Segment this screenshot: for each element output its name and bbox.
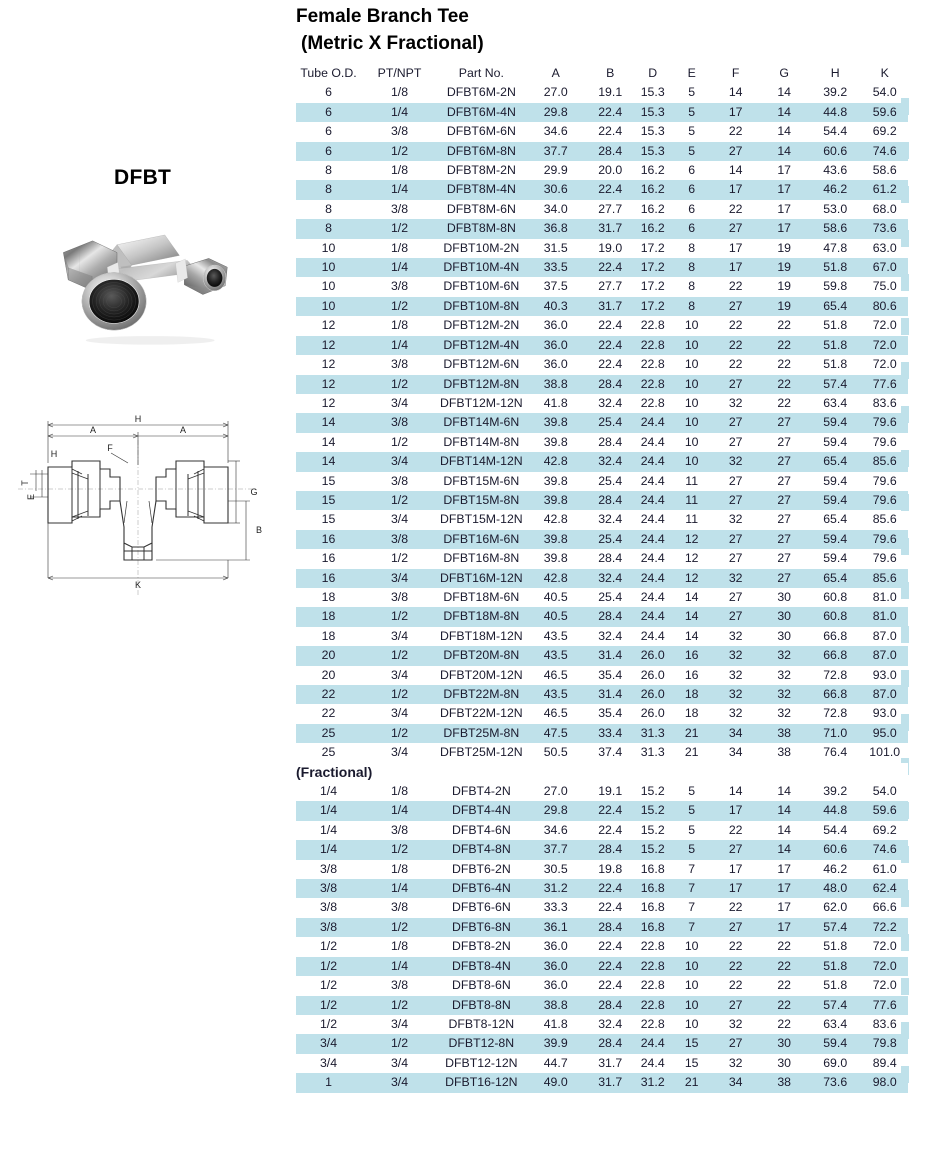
svg-text:K: K	[135, 580, 141, 590]
svg-text:B: B	[256, 525, 262, 535]
svg-text:H: H	[51, 449, 58, 459]
svg-text:H: H	[135, 414, 142, 424]
svg-text:A: A	[180, 425, 186, 435]
svg-text:A: A	[90, 425, 96, 435]
svg-text:G: G	[250, 487, 257, 497]
svg-text:E: E	[26, 494, 36, 500]
svg-text:T: T	[20, 480, 30, 486]
svg-text:F: F	[107, 443, 113, 453]
